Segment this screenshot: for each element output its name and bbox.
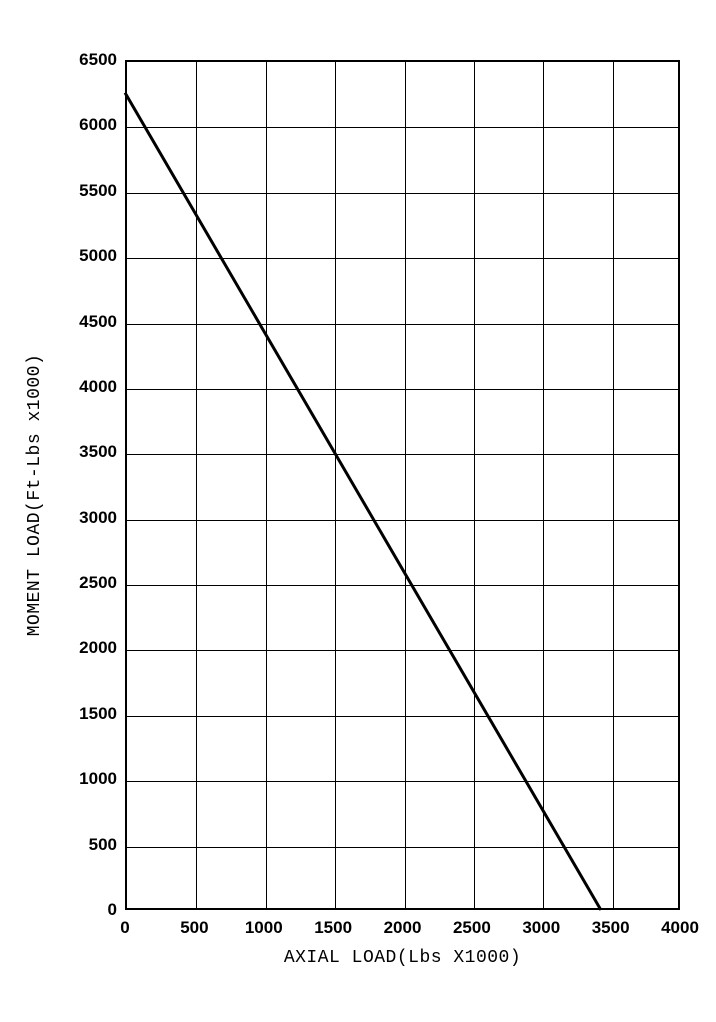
x-tick-label: 500	[180, 918, 208, 938]
y-tick-label: 5500	[79, 181, 117, 201]
grid-line-horizontal	[127, 324, 678, 325]
grid-line-horizontal	[127, 781, 678, 782]
x-axis-label: AXIAL LOAD(Lbs X1000)	[284, 948, 521, 968]
x-tick-label: 4000	[661, 918, 699, 938]
grid-line-horizontal	[127, 127, 678, 128]
x-tick-label: 1000	[245, 918, 283, 938]
plot-area	[125, 60, 680, 910]
y-tick-label: 3000	[79, 508, 117, 528]
y-tick-label: 4000	[79, 377, 117, 397]
chart-container: 0 500 1000 1500 2000 2500 3000 3500 4000 0 500 1000…	[0, 0, 716, 1022]
y-tick-label: 2000	[79, 638, 117, 658]
x-tick-label: 3000	[522, 918, 560, 938]
grid-line-horizontal	[127, 389, 678, 390]
y-tick-label: 6500	[79, 50, 117, 70]
grid-line-horizontal	[127, 716, 678, 717]
grid-line-horizontal	[127, 650, 678, 651]
x-tick-label: 2000	[384, 918, 422, 938]
grid-line-horizontal	[127, 193, 678, 194]
y-tick-label: 1000	[79, 769, 117, 789]
x-tick-label: 3500	[592, 918, 630, 938]
x-tick-label: 1500	[314, 918, 352, 938]
y-tick-label: 5000	[79, 246, 117, 266]
y-tick-label: 3500	[79, 442, 117, 462]
grid-line-horizontal	[127, 454, 678, 455]
grid-line-horizontal	[127, 520, 678, 521]
y-tick-label: 0	[108, 900, 117, 920]
y-tick-label: 1500	[79, 704, 117, 724]
grid-line-horizontal	[127, 585, 678, 586]
x-tick-label: 2500	[453, 918, 491, 938]
y-axis-label: MOMENT LOAD(Ft-Lbs x1000)	[25, 354, 45, 637]
grid-line-horizontal	[127, 258, 678, 259]
x-tick-label: 0	[120, 918, 129, 938]
y-tick-label: 2500	[79, 573, 117, 593]
y-tick-label: 6000	[79, 115, 117, 135]
y-tick-label: 500	[89, 835, 117, 855]
y-tick-label: 4500	[79, 312, 117, 332]
grid-line-horizontal	[127, 847, 678, 848]
